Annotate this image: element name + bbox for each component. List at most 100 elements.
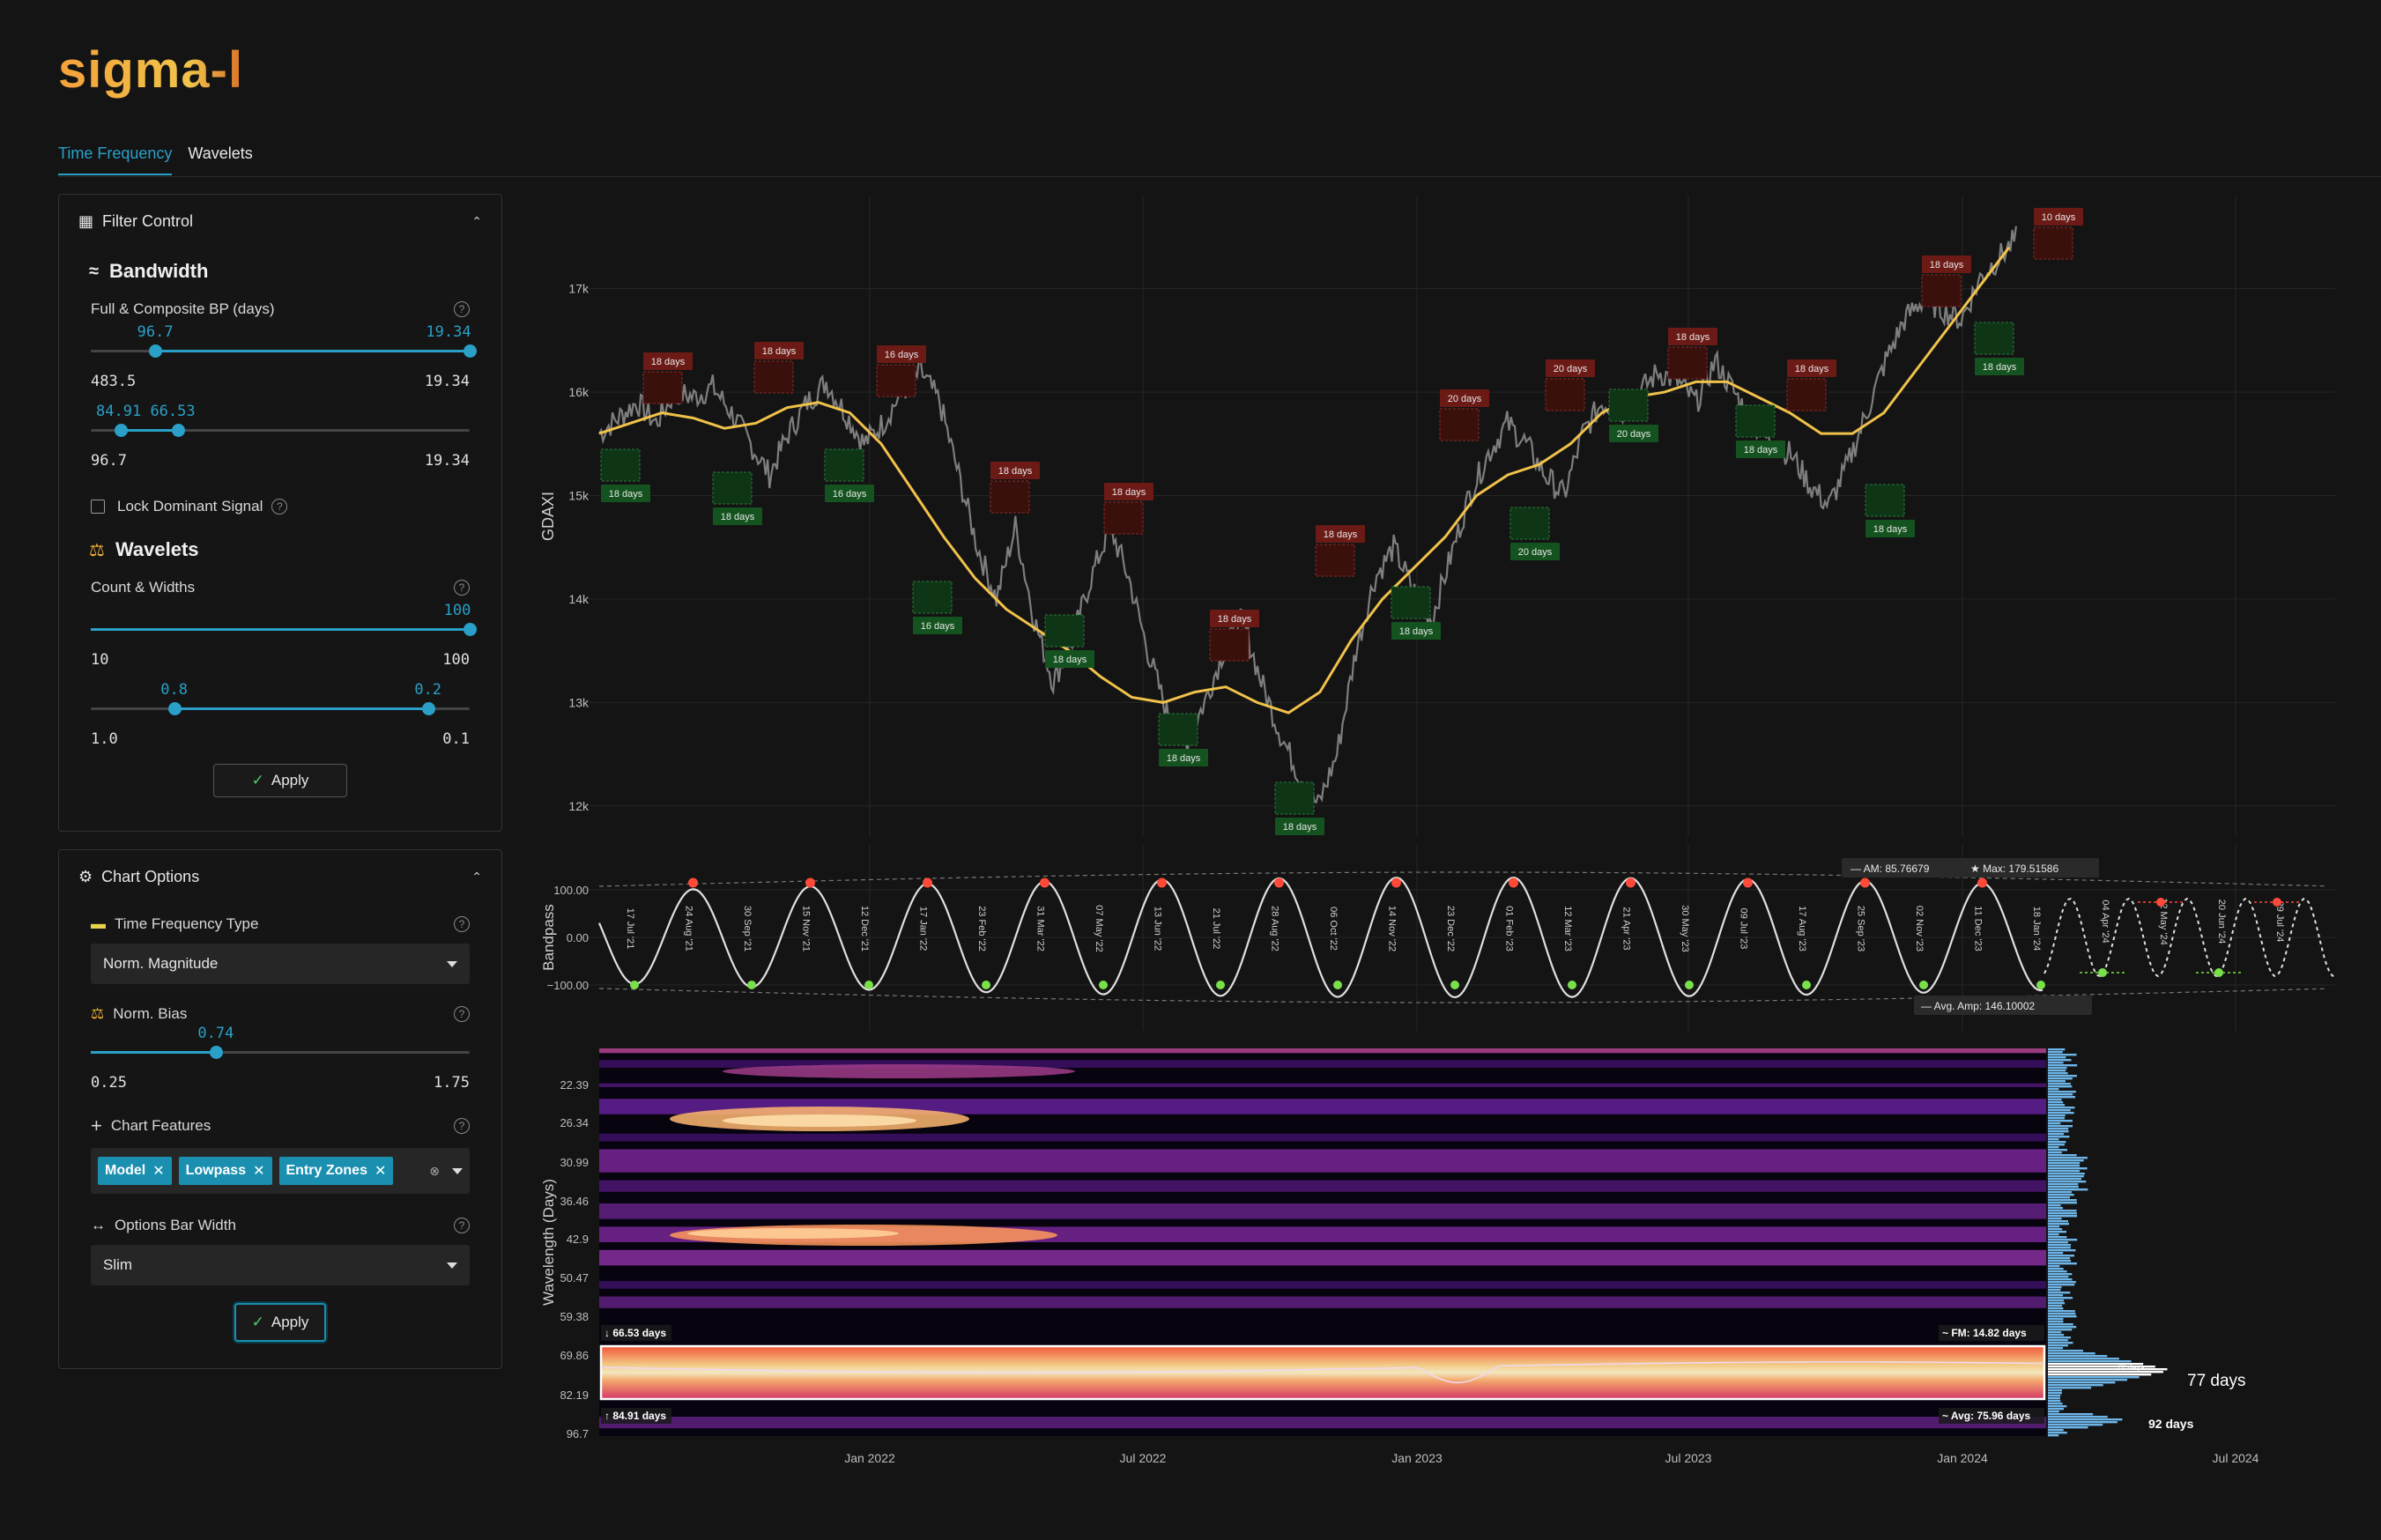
caret-down-icon[interactable] (452, 1167, 463, 1174)
x-tick-label: Jul 2022 (1120, 1451, 1167, 1465)
chip-model[interactable]: Model ✕ (98, 1157, 172, 1185)
help-icon[interactable]: ? (454, 1218, 470, 1233)
histogram-bar (2048, 1107, 2075, 1109)
close-icon[interactable]: ✕ (253, 1164, 265, 1179)
chip-lowpass[interactable]: Lowpass ✕ (178, 1157, 272, 1185)
histogram-bar (2048, 1292, 2071, 1294)
slider-low-value: 84.91 66.53 (96, 403, 196, 420)
help-icon[interactable]: ? (454, 301, 470, 317)
bandwidth-slider[interactable]: 96.7 19.34 (91, 323, 477, 373)
composite-slider[interactable]: 84.91 66.53 (91, 403, 470, 452)
wavelets-label-row: Count & Widths ? (59, 579, 501, 596)
entry-zone-high: 16 days (876, 345, 926, 397)
histogram-bar (2048, 1191, 2072, 1194)
entry-zone-tag (825, 485, 874, 502)
histogram-bar (2048, 1075, 2077, 1077)
lock-dominant-checkbox[interactable] (91, 500, 105, 514)
lock-dominant-row[interactable]: Lock Dominant Signal ? (59, 498, 501, 515)
peak-marker (1743, 877, 1753, 888)
slider-high-thumb[interactable] (171, 424, 185, 437)
price-chart[interactable]: 12k 13k 14k 15k 16k 17k GDAXI 18 days 18 days 16 … (539, 196, 2335, 837)
peak-marker (1040, 877, 1050, 888)
entry-zone-box (1974, 322, 2014, 355)
bar-width-select[interactable]: Slim (91, 1245, 470, 1285)
wavelets-title: Wavelets (115, 538, 199, 560)
slider-thumb[interactable] (464, 623, 477, 636)
bandpass-chart[interactable]: 100.00 0.00 −100.00 Bandpass 17 Jul '21 30 Se… (540, 844, 2335, 1031)
projected-date-label: 12 May '24 (2158, 898, 2169, 944)
features-multiselect[interactable]: Model ✕ Lowpass ✕ Entry Zones ✕ ⊗ (91, 1148, 470, 1194)
help-icon[interactable]: ? (454, 916, 470, 932)
entry-zone-low: 18 days (712, 471, 762, 525)
slider-high-thumb[interactable] (464, 344, 477, 358)
help-icon[interactable]: ? (454, 1006, 470, 1022)
histogram-bar (2048, 1194, 2074, 1196)
histogram-bar (2048, 1048, 2066, 1051)
slider-thumb[interactable] (209, 1046, 223, 1059)
heatmap-hotspot (723, 1064, 1075, 1078)
am-annotation: — AM: 85.76679 (1851, 863, 1930, 875)
filter-apply-button[interactable]: ✓ Apply (213, 764, 347, 797)
chevron-up-icon[interactable]: ⌃ (471, 869, 482, 884)
bandwidth-label: Full & Composite BP (days) (91, 300, 275, 317)
slider-low-thumb[interactable] (115, 424, 129, 437)
help-icon[interactable]: ? (454, 580, 470, 596)
help-icon[interactable]: ? (271, 499, 288, 515)
wavelength-heatmap[interactable]: ↓ 66.53 days ↑ 84.91 days ~ FM: 14.82 days… (540, 1048, 2259, 1465)
slider-value: 0.74 (197, 1025, 234, 1042)
entry-zone-box (1209, 628, 1250, 662)
trough-date-label: 17 Jul '21 (625, 908, 635, 950)
projected-date-label: 29 Jul '24 (2274, 901, 2285, 943)
y-tick-label: 42.9 (567, 1233, 589, 1246)
slider-high-value: 19.34 (426, 323, 471, 341)
histogram-bar (2048, 1096, 2076, 1099)
slider-max: 19.34 (424, 452, 470, 470)
filter-control-header[interactable]: ▦ Filter Control ⌃ (59, 195, 501, 248)
y-tick-label: 82.19 (560, 1388, 589, 1402)
slider-low-value: 96.7 (137, 323, 174, 341)
entry-zone-label: 18 days (1112, 487, 1146, 498)
slider-high-thumb[interactable] (421, 702, 435, 715)
tab-time-frequency[interactable]: Time Frequency (58, 144, 173, 175)
histogram-bar (2048, 1247, 2071, 1249)
slider-low-thumb[interactable] (149, 344, 163, 358)
entry-zone-tag (1668, 328, 1717, 345)
entry-zone-box (1545, 378, 1585, 411)
wavelet-count-slider[interactable]: 100 (91, 602, 477, 651)
charts-svg[interactable]: 12k 13k 14k 15k 16k 17k GDAXI 18 days 18 days 16 … (529, 185, 2381, 1480)
help-icon[interactable]: ? (454, 1118, 470, 1134)
slider-max: 0.1 (442, 730, 470, 748)
band-avg-label: ~ Avg: 75.96 days (1942, 1410, 2030, 1422)
trough-date-label: 30 Sep '21 (742, 906, 753, 951)
peak-marker (1977, 877, 1987, 888)
heatmap-band (599, 1296, 2046, 1308)
tf-type-select[interactable]: Norm. Magnitude (91, 944, 470, 984)
histogram-bar (2048, 1077, 2073, 1080)
norm-bias-slider[interactable]: 0.74 (91, 1025, 470, 1074)
close-icon[interactable]: ✕ (152, 1164, 165, 1179)
chart-options-header[interactable]: ⚙ Chart Options ⌃ (59, 850, 501, 903)
bandwidth-title: Bandwidth (108, 260, 209, 282)
y-tick-label: 14k (568, 592, 590, 606)
peak-date-label: 13 Jun '22 (1153, 907, 1163, 951)
close-icon[interactable]: ✕ (374, 1164, 387, 1179)
chip-entry-zones[interactable]: Entry Zones ✕ (278, 1157, 394, 1185)
histogram-bar (2048, 1299, 2065, 1302)
slider-low-thumb[interactable] (167, 702, 182, 715)
entry-zone-label: 18 days (1053, 655, 1087, 665)
peak-marker (1274, 877, 1284, 888)
histogram-bar (2048, 1165, 2081, 1167)
chevron-up-icon[interactable]: ⌃ (471, 213, 482, 228)
entry-zone-box (1735, 404, 1776, 438)
histogram-bar (2048, 1173, 2085, 1175)
entry-zone-label: 18 days (998, 466, 1033, 477)
wavelets-label: Count & Widths (91, 579, 196, 596)
clear-all-icon[interactable]: ⊗ (429, 1163, 440, 1178)
apply-label: Apply (271, 772, 309, 789)
chart-options-apply-button[interactable]: ✓ Apply (234, 1303, 326, 1342)
histogram-bar (2048, 1366, 2155, 1368)
wavelet-width-slider[interactable]: 0.8 0.2 (91, 681, 470, 730)
entry-zone-high: 18 days (990, 462, 1040, 514)
tf-type-label-row: ▬ Time Frequency Type ? (59, 915, 501, 933)
tab-wavelets[interactable]: Wavelets (188, 144, 253, 162)
